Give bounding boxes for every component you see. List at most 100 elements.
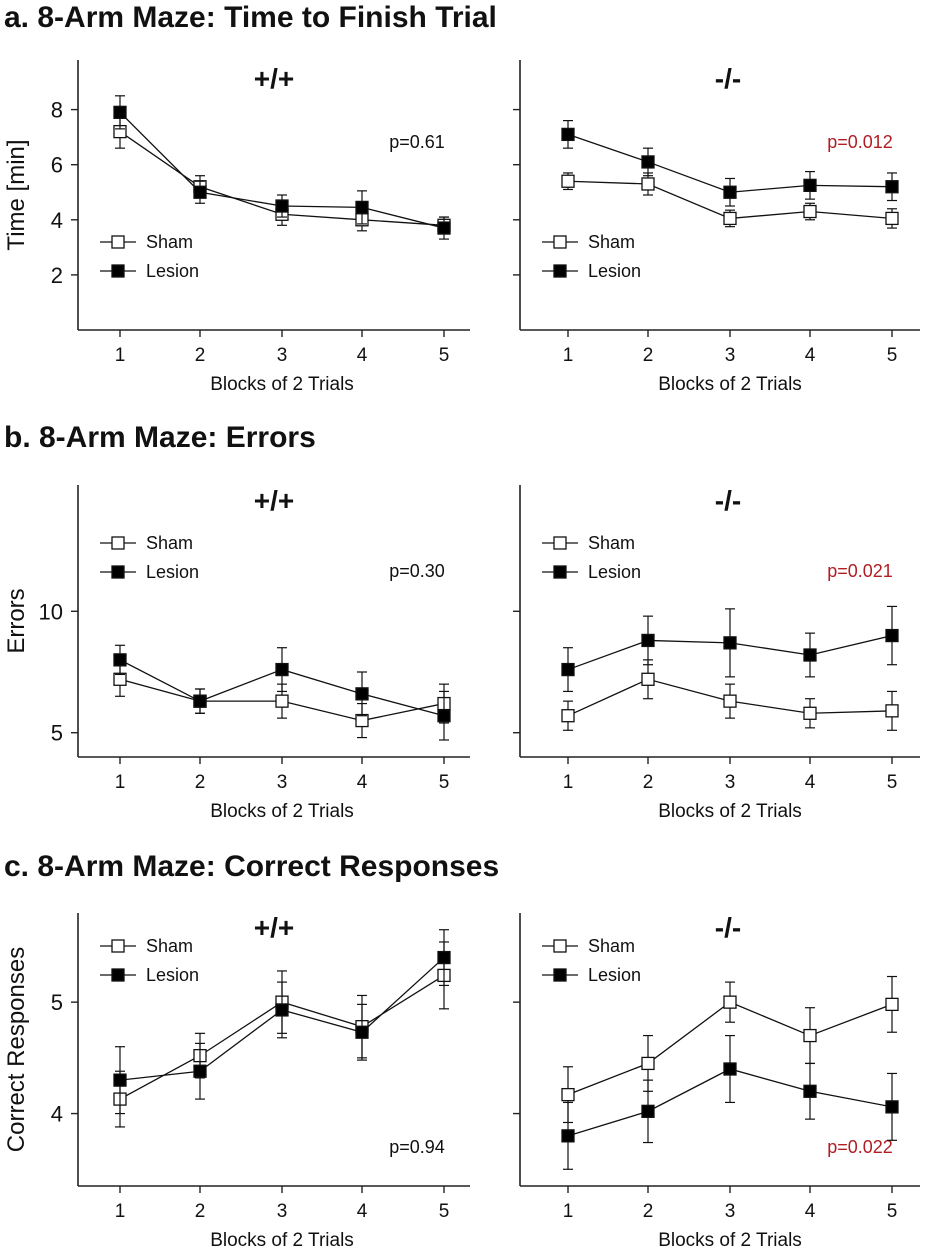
sham-marker: [885, 211, 899, 226]
series-lesion: [113, 644, 451, 741]
legend-sham-label: Sham: [146, 232, 193, 252]
x-tick-label: 4: [805, 1201, 816, 1222]
legend-lesion-marker: [111, 968, 125, 982]
lesion-marker: [437, 221, 451, 235]
legend-sham-label: Sham: [588, 533, 635, 553]
section-title-b: b. 8-Arm Maze: Errors: [4, 421, 316, 454]
lesion-marker: [803, 1084, 817, 1098]
legend-sham-marker: [111, 939, 125, 953]
legend: Sham Lesion: [542, 533, 641, 582]
series-sham: [561, 172, 899, 229]
x-tick-label: 4: [357, 1201, 368, 1222]
x-axis-label: Blocks of 2 Trials: [658, 801, 802, 822]
legend: Sham Lesion: [542, 232, 641, 281]
x-axis-label: Blocks of 2 Trials: [210, 801, 354, 822]
lesion-marker: [275, 1003, 289, 1017]
panel-title: +/+: [254, 912, 294, 943]
y-tick-label: 8: [51, 98, 63, 123]
panel-4: 1 2 3 4 5 Blocks of 2 Trials -/- p=0.021 Sham Les…: [513, 485, 920, 822]
panel-title: +/+: [254, 63, 294, 94]
legend-lesion-marker: [111, 264, 125, 278]
lesion-marker: [885, 1100, 899, 1114]
lesion-marker: [437, 950, 451, 965]
y-tick-label: 2: [51, 263, 63, 288]
y-axis-label: Time [min]: [3, 139, 30, 250]
p-value: p=0.61: [389, 132, 445, 152]
legend-sham-label: Sham: [588, 936, 635, 956]
section-title-c: c. 8-Arm Maze: Correct Responses: [4, 850, 499, 883]
x-tick-label: 2: [643, 345, 654, 366]
lesion-marker: [885, 628, 899, 643]
y-tick-label: 5: [51, 721, 63, 746]
legend-sham-label: Sham: [588, 232, 635, 252]
y-tick-label: 5: [51, 990, 63, 1015]
panel-6: 1 2 3 4 5 Blocks of 2 Trials -/- p=0.022 Sham Les…: [513, 912, 920, 1249]
p-value: p=0.30: [389, 561, 445, 581]
lesion-marker: [193, 185, 207, 199]
sham-marker: [641, 177, 655, 191]
x-tick-label: 5: [439, 345, 450, 366]
series-lesion: [561, 605, 899, 693]
panel-2: 1 2 3 4 5 Blocks of 2 Trials -/- p=0.012 Sham Les…: [513, 60, 920, 395]
legend-sham-marker: [553, 536, 567, 550]
x-tick-label: 2: [643, 1201, 654, 1222]
x-tick-label: 1: [115, 345, 126, 366]
series-lesion: [113, 95, 451, 240]
legend-lesion-label: Lesion: [588, 562, 641, 582]
legend-sham-label: Sham: [146, 533, 193, 553]
y-axis-label: Correct Responses: [3, 947, 30, 1152]
lesion-marker: [113, 1073, 127, 1087]
lesion-marker: [355, 687, 369, 701]
sham-marker: [113, 672, 127, 686]
lesion-marker: [193, 1064, 207, 1078]
x-tick-label: 1: [563, 1201, 574, 1222]
lesion-marker: [803, 178, 817, 193]
legend-lesion-label: Lesion: [588, 965, 641, 985]
sham-marker: [885, 704, 899, 718]
sham-marker: [641, 1056, 655, 1071]
legend: Sham Lesion: [542, 936, 641, 985]
x-tick-label: 5: [439, 1201, 450, 1222]
lesion-marker: [355, 1025, 369, 1039]
p-value: p=0.021: [827, 561, 893, 581]
x-tick-label: 2: [643, 772, 654, 793]
x-tick-label: 4: [805, 345, 816, 366]
x-tick-label: 3: [277, 772, 288, 793]
legend-sham-marker: [553, 939, 567, 953]
section-title-a: a. 8-Arm Maze: Time to Finish Trial: [4, 1, 497, 34]
x-tick-label: 1: [563, 345, 574, 366]
y-tick-label: 6: [51, 153, 63, 178]
series-lesion: [561, 120, 899, 207]
sham-marker: [803, 1028, 817, 1043]
panel-title: -/-: [715, 63, 741, 94]
x-tick-label: 5: [439, 772, 450, 793]
lesion-marker: [723, 185, 737, 199]
lesion-marker: [355, 200, 369, 215]
lesion-marker: [641, 1104, 655, 1118]
sham-marker: [723, 995, 737, 1009]
x-tick-label: 2: [195, 772, 206, 793]
legend-sham-label: Sham: [146, 936, 193, 956]
sham-marker: [723, 211, 737, 226]
lesion-marker: [641, 155, 655, 169]
x-tick-label: 1: [115, 1201, 126, 1222]
x-tick-label: 3: [725, 772, 736, 793]
legend: Sham Lesion: [100, 936, 199, 985]
x-tick-label: 3: [725, 345, 736, 366]
lesion-marker: [113, 653, 127, 667]
series-lesion: [113, 929, 451, 1115]
sham-marker: [355, 713, 369, 728]
sham-marker: [561, 174, 575, 188]
legend-lesion-marker: [553, 264, 567, 278]
series-sham: [561, 659, 899, 731]
lesion-marker: [275, 662, 289, 677]
lesion-marker: [275, 199, 289, 213]
series-sham: [561, 975, 899, 1124]
sham-marker: [561, 709, 575, 723]
y-tick-label: 10: [39, 599, 63, 624]
legend-lesion-label: Lesion: [146, 562, 199, 582]
legend-lesion-marker: [111, 565, 125, 579]
panel-3: 1 2 3 4 5 Blocks of 2 Trials 5 10 Errors +/+ p=0.3…: [3, 485, 470, 822]
